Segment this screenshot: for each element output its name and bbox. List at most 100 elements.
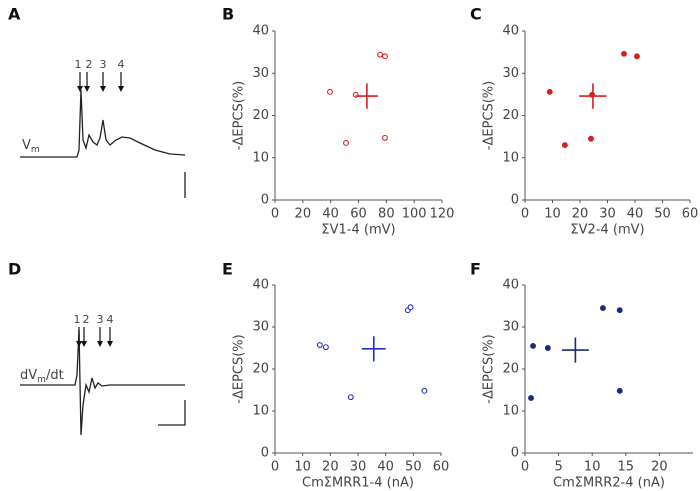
y-tick-label: 30 (252, 320, 269, 335)
x-tick-label: 0 (271, 460, 279, 475)
y-tick-label: 30 (502, 66, 519, 81)
x-tick-label: 50 (654, 207, 671, 222)
x-tick-label: 80 (378, 207, 395, 222)
x-tick-label: 30 (350, 460, 367, 475)
y-tick-label: 40 (502, 24, 519, 39)
panel-letter: D (8, 260, 21, 279)
point (377, 51, 384, 58)
y-tick-label: 30 (252, 66, 269, 81)
x-tick-label: 50 (405, 460, 422, 475)
trace-label: dVm/dt (20, 368, 64, 385)
x-axis-label: ΣV1-4 (mV) (321, 223, 395, 238)
arrow-head (97, 341, 103, 347)
x-axis-label: ΣV2-4 (mV) (570, 223, 644, 238)
x-tick-label: 10 (544, 207, 561, 222)
y-axis-label: -ΔEPCS(%) (232, 334, 247, 403)
y-axis-label: -ΔEPCS(%) (482, 81, 497, 150)
point (343, 140, 349, 146)
y-tick-label: 0 (261, 193, 269, 208)
point (327, 88, 333, 95)
y-axis-label: -ΔEPCS(%) (232, 81, 247, 150)
point (616, 387, 623, 394)
x-axis-label: CmΣMRR1-4 (nA) (302, 476, 414, 491)
x-tick-label: 40 (322, 207, 339, 222)
y-tick-label: 30 (502, 320, 519, 335)
trace-label-sub: m (37, 375, 46, 385)
arrow-label: 1 (75, 58, 82, 71)
y-tick-label: 20 (252, 362, 269, 377)
point (421, 387, 428, 394)
point (600, 305, 606, 312)
y-axis-label: -ΔEPCS(%) (482, 334, 497, 403)
y-tick-label: 10 (502, 150, 519, 165)
trace-label-main: dV (20, 368, 37, 383)
x-tick-label: 10 (584, 460, 601, 475)
x-tick-label: 10 (294, 460, 311, 475)
arrow-head (84, 86, 90, 92)
y-tick-label: 0 (511, 446, 519, 461)
point (588, 135, 594, 142)
arrow-head (77, 86, 83, 92)
point (381, 134, 388, 141)
x-tick-label: 20 (572, 207, 589, 222)
point (544, 345, 551, 351)
x-axis-label: CmΣMRR2-4 (nA) (553, 476, 665, 491)
y-tick-label: 40 (502, 278, 519, 293)
point (381, 53, 388, 60)
point (621, 50, 627, 57)
y-tick-label: 10 (252, 404, 269, 419)
point (316, 342, 323, 349)
x-tick-label: 30 (599, 207, 616, 222)
x-tick-label: 120 (430, 207, 455, 222)
x-tick-label: 60 (433, 460, 450, 475)
arrow-head (81, 341, 87, 347)
y-tick-label: 20 (252, 108, 269, 123)
x-tick-label: 0 (521, 207, 529, 222)
x-tick-label: 0 (521, 460, 529, 475)
point (347, 394, 354, 401)
trace-d (20, 329, 185, 436)
x-tick-label: 20 (295, 207, 312, 222)
scale-bar (158, 400, 186, 426)
arrow-label: 4 (107, 313, 114, 326)
arrow-head (107, 341, 113, 347)
y-tick-label: 20 (502, 108, 519, 123)
trace-label: Vm (22, 138, 40, 155)
arrow-head (76, 341, 82, 347)
point (322, 344, 329, 351)
arrow-label: 4 (118, 58, 125, 71)
panel-letter: A (8, 5, 21, 24)
point (633, 53, 640, 60)
x-tick-label: 15 (618, 460, 635, 475)
y-tick-label: 10 (502, 404, 519, 419)
panel-letter: C (470, 5, 482, 24)
y-tick-label: 40 (252, 278, 269, 293)
point (546, 88, 553, 95)
y-tick-label: 40 (252, 24, 269, 39)
x-tick-label: 40 (627, 207, 644, 222)
x-tick-label: 60 (682, 207, 699, 222)
x-tick-label: 60 (350, 207, 367, 222)
arrow-head (118, 86, 124, 92)
x-tick-label: 20 (651, 460, 668, 475)
point (528, 395, 534, 401)
panel-letter: E (222, 260, 233, 279)
arrow-label: 2 (86, 58, 93, 71)
y-tick-label: 10 (252, 150, 269, 165)
point (407, 304, 414, 311)
trace-a (20, 89, 186, 158)
arrow-label: 3 (100, 58, 107, 71)
point (530, 342, 537, 349)
y-tick-label: 20 (502, 362, 519, 377)
arrow-label: 2 (83, 313, 90, 326)
y-tick-label: 0 (261, 446, 269, 461)
arrow-head (100, 86, 106, 92)
trace-label-main: V (22, 138, 31, 153)
x-tick-label: 40 (377, 460, 394, 475)
trace-label-end: /dt (46, 368, 64, 383)
trace-label-sub: m (31, 145, 40, 155)
x-tick-label: 100 (402, 207, 427, 222)
x-tick-label: 20 (322, 460, 339, 475)
x-tick-label: 5 (554, 460, 562, 475)
